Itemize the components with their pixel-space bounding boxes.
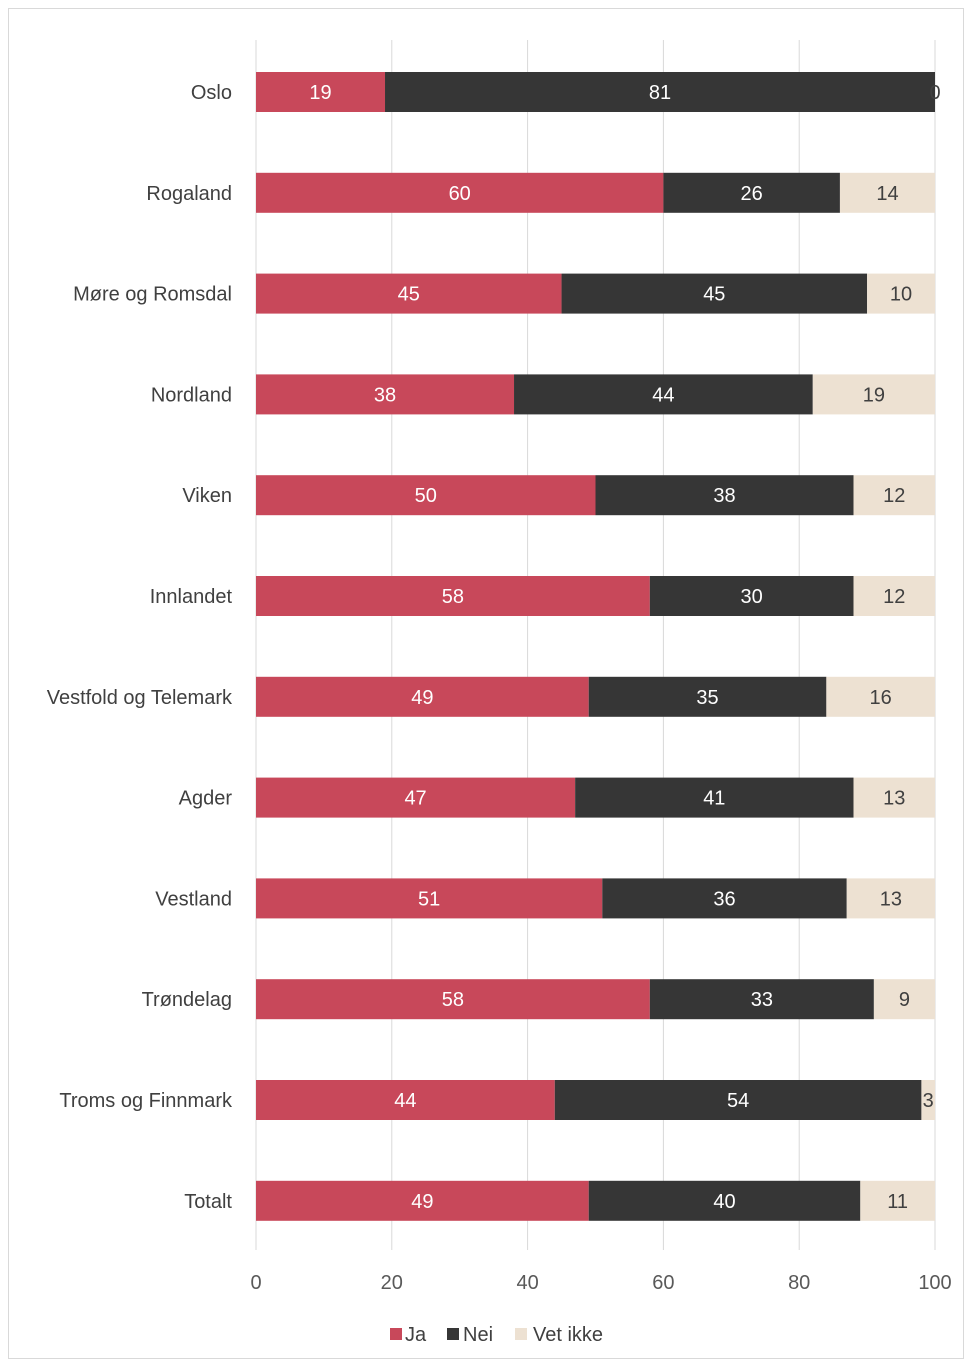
bar-segment-nei — [663, 172, 840, 213]
data-label-vet-ikke: 12 — [883, 586, 905, 608]
bar-segment-vet-ikke — [839, 172, 935, 213]
bar-segment-nei — [554, 1080, 922, 1120]
bar-segment-ja — [256, 1080, 555, 1120]
bar-segment-vet-ikke — [853, 777, 935, 818]
data-label-ja: 49 — [411, 687, 433, 709]
bar-segment-vet-ikke — [826, 676, 935, 717]
bar-segment-nei — [385, 72, 935, 112]
data-label-ja: 51 — [418, 888, 440, 910]
data-label-nei: 33 — [751, 989, 773, 1011]
bar-segment-ja — [256, 72, 386, 112]
bar-segment-vet-ikke — [812, 374, 935, 415]
data-label-ja: 60 — [449, 183, 471, 205]
legend-swatch-ja — [390, 1328, 402, 1340]
data-label-vet-ikke: 9 — [899, 989, 910, 1011]
bar-segment-vet-ikke — [853, 475, 935, 516]
data-label-vet-ikke: 12 — [883, 485, 905, 507]
data-label-nei: 26 — [741, 183, 763, 205]
data-label-vet-ikke: 11 — [887, 1191, 908, 1213]
data-label-nei: 45 — [703, 284, 725, 306]
bar-segment-ja — [256, 1180, 589, 1221]
bar-segment-ja — [256, 475, 596, 516]
category-label: Troms og Finnmark — [59, 1090, 233, 1112]
bar-segment-vet-ikke — [853, 576, 935, 616]
category-label: Vestland — [155, 888, 232, 910]
category-label: Innlandet — [150, 586, 233, 608]
bar-segment-nei — [561, 273, 868, 314]
bar-segment-nei — [602, 878, 847, 919]
bar-segment-vet-ikke — [860, 1180, 935, 1221]
data-label-vet-ikke: 10 — [890, 284, 912, 306]
data-label-ja: 19 — [309, 82, 331, 104]
bar-segment-ja — [256, 979, 650, 1020]
x-tick-label: 20 — [381, 1272, 403, 1294]
data-label-ja: 50 — [415, 485, 437, 507]
data-label-nei: 81 — [649, 82, 671, 104]
bar-segment-nei — [588, 1180, 861, 1221]
data-label-ja: 45 — [398, 284, 420, 306]
bar-segment-ja — [256, 273, 562, 314]
legend-label-vet-ikke: Vet ikke — [533, 1324, 603, 1346]
data-label-nei: 38 — [713, 485, 735, 507]
bar-segment-ja — [256, 878, 603, 919]
category-label: Totalt — [184, 1191, 232, 1213]
category-label: Trøndelag — [142, 989, 232, 1011]
data-label-nei: 40 — [713, 1191, 735, 1213]
category-label: Agder — [179, 788, 233, 810]
data-label-ja: 44 — [394, 1090, 416, 1112]
category-label: Rogaland — [146, 183, 232, 205]
category-label: Oslo — [191, 82, 232, 104]
data-label-nei: 44 — [652, 384, 674, 406]
bar-segment-ja — [256, 777, 576, 818]
bar-segment-nei — [649, 979, 874, 1020]
x-tick-label: 80 — [788, 1272, 810, 1294]
data-label-ja: 58 — [442, 989, 464, 1011]
category-label: Nordland — [151, 384, 232, 406]
legend-swatch-vet-ikke — [515, 1328, 527, 1340]
category-label: Viken — [182, 485, 232, 507]
data-label-vet-ikke: 16 — [870, 687, 892, 709]
data-label-nei: 41 — [703, 788, 725, 810]
legend-label-nei: Nei — [463, 1324, 493, 1346]
data-label-vet-ikke: 0 — [929, 82, 940, 104]
data-label-vet-ikke: 3 — [923, 1090, 934, 1112]
x-tick-label: 0 — [250, 1272, 261, 1294]
data-label-ja: 47 — [404, 788, 426, 810]
legend-label-ja: Ja — [405, 1324, 427, 1346]
bar-segment-vet-ikke — [867, 273, 935, 314]
data-label-ja: 38 — [374, 384, 396, 406]
bar-segment-vet-ikke — [846, 878, 935, 919]
bar-segment-ja — [256, 576, 650, 616]
x-tick-label: 100 — [918, 1272, 951, 1294]
category-label: Møre og Romsdal — [73, 284, 232, 306]
bar-segment-vet-ikke — [921, 1080, 935, 1120]
data-label-nei: 35 — [696, 687, 718, 709]
bar-segment-ja — [256, 172, 664, 213]
data-label-vet-ikke: 13 — [883, 788, 905, 810]
bar-segment-ja — [256, 676, 589, 717]
x-tick-label: 40 — [516, 1272, 538, 1294]
bar-segment-nei — [575, 777, 854, 818]
data-label-vet-ikke: 14 — [876, 183, 898, 205]
data-label-vet-ikke: 13 — [880, 888, 902, 910]
bar-segment-nei — [514, 374, 813, 415]
x-tick-label: 60 — [652, 1272, 674, 1294]
data-label-vet-ikke: 19 — [863, 384, 885, 406]
bar-segment-nei — [595, 475, 854, 516]
data-label-nei: 54 — [727, 1090, 749, 1112]
bar-segment-ja — [256, 374, 515, 415]
data-label-ja: 49 — [411, 1191, 433, 1213]
category-label: Vestfold og Telemark — [47, 687, 233, 709]
chart-frame — [8, 8, 964, 1359]
bar-segment-nei — [649, 576, 854, 616]
legend-swatch-nei — [447, 1328, 459, 1340]
data-label-nei: 36 — [713, 888, 735, 910]
data-label-nei: 30 — [741, 586, 763, 608]
bar-segment-nei — [588, 676, 827, 717]
data-label-ja: 58 — [442, 586, 464, 608]
bar-segment-vet-ikke — [873, 979, 935, 1020]
